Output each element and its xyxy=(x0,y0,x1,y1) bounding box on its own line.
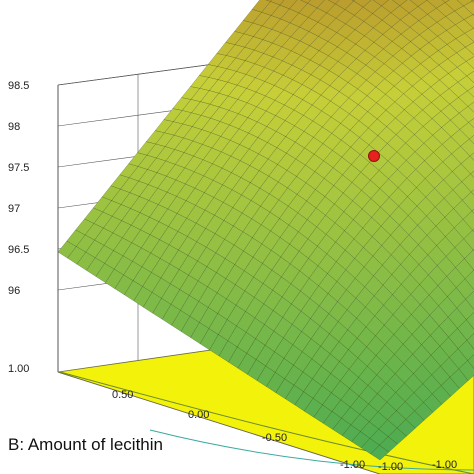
floor-contour-cyan xyxy=(149,429,474,471)
z-tick-label: 97.5 xyxy=(8,162,29,174)
surface-cell xyxy=(441,0,450,3)
surface-cell xyxy=(469,135,474,145)
tick-labels: 98.5 98 97.5 97 96.5 96 1.00 0.50 0.00 -0.50 -1.00… xyxy=(8,80,457,473)
surface-cell xyxy=(470,189,474,196)
floor-contour-green xyxy=(59,371,474,474)
z-tick-label: 98.5 xyxy=(8,80,29,92)
z-tick-label: 97 xyxy=(8,203,20,215)
surface-cell xyxy=(468,118,474,129)
z-tick-label: 96.5 xyxy=(8,244,29,256)
z-tick-label: 96 xyxy=(8,285,20,297)
response-surface xyxy=(57,0,474,461)
design-points xyxy=(368,150,380,162)
surface-cell xyxy=(469,152,474,161)
b-tick-label: 1.00 xyxy=(8,363,29,375)
design-point-center xyxy=(368,150,380,162)
z-tick-label: 98 xyxy=(8,121,20,133)
b-tick-label: 0.50 xyxy=(112,389,133,401)
b-tick-label: 0.00 xyxy=(188,409,209,421)
surface-cell xyxy=(471,208,474,214)
b-tick-label: -0.50 xyxy=(262,432,287,444)
surface-cell xyxy=(370,444,390,461)
a-tick-label: -1.00 xyxy=(432,459,457,471)
surface-cell xyxy=(470,0,474,2)
b-tick-label: -1.00 xyxy=(340,459,365,471)
a-tick-label: -1.00 xyxy=(378,461,403,473)
surface-cell xyxy=(470,170,474,178)
b-axis-title: B: Amount of lecithin xyxy=(8,435,163,454)
